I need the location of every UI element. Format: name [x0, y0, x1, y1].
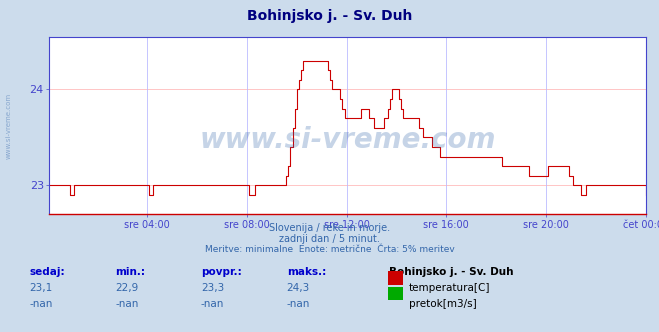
Text: 22,9: 22,9: [115, 283, 138, 293]
Text: www.si-vreme.com: www.si-vreme.com: [200, 125, 496, 153]
Text: -nan: -nan: [30, 299, 53, 309]
Text: povpr.:: povpr.:: [201, 267, 242, 277]
Text: 24,3: 24,3: [287, 283, 310, 293]
Text: -nan: -nan: [201, 299, 224, 309]
Text: Bohinjsko j. - Sv. Duh: Bohinjsko j. - Sv. Duh: [247, 9, 412, 23]
Text: www.si-vreme.com: www.si-vreme.com: [5, 93, 11, 159]
Text: temperatura[C]: temperatura[C]: [409, 283, 490, 293]
Text: min.:: min.:: [115, 267, 146, 277]
Text: pretok[m3/s]: pretok[m3/s]: [409, 299, 476, 309]
Text: sedaj:: sedaj:: [30, 267, 65, 277]
Text: -nan: -nan: [115, 299, 138, 309]
Text: Bohinjsko j. - Sv. Duh: Bohinjsko j. - Sv. Duh: [389, 267, 513, 277]
Text: zadnji dan / 5 minut.: zadnji dan / 5 minut.: [279, 234, 380, 244]
Text: 23,1: 23,1: [30, 283, 53, 293]
Text: Slovenija / reke in morje.: Slovenija / reke in morje.: [269, 223, 390, 233]
Text: -nan: -nan: [287, 299, 310, 309]
Text: Meritve: minimalne  Enote: metrične  Črta: 5% meritev: Meritve: minimalne Enote: metrične Črta:…: [205, 245, 454, 254]
Text: maks.:: maks.:: [287, 267, 326, 277]
Text: 23,3: 23,3: [201, 283, 224, 293]
